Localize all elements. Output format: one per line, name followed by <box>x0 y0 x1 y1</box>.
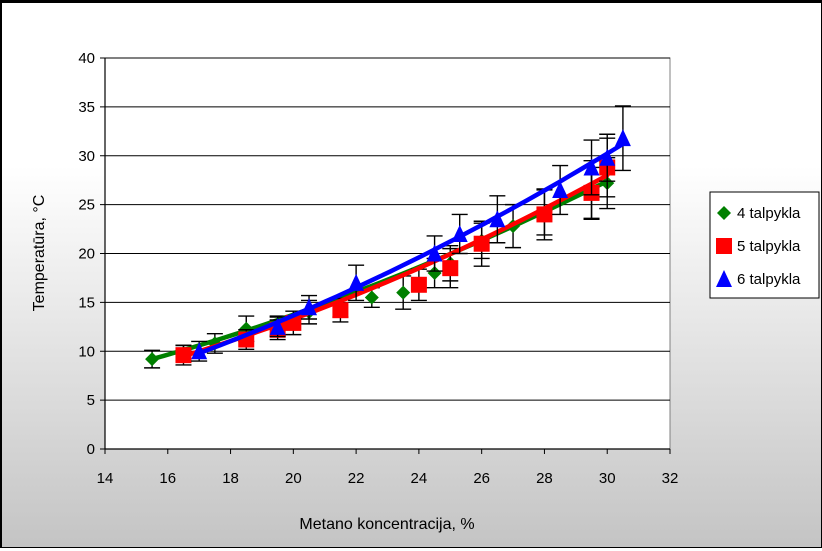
y-tick-label: 5 <box>87 392 95 409</box>
data-point <box>473 235 490 252</box>
legend-marker-1 <box>717 206 731 220</box>
data-point <box>364 290 379 305</box>
data-point <box>536 206 553 223</box>
axes: 0 5 10 15 20 25 30 35 40 14 16 18 20 22 24 26 28 30 32 <box>78 50 678 487</box>
data-point <box>426 244 443 262</box>
y-tick-label: 10 <box>78 343 95 360</box>
data-point <box>427 266 442 281</box>
series-layer <box>144 105 631 369</box>
x-tick-label: 32 <box>662 470 679 487</box>
data-point <box>145 352 160 367</box>
x-tick-label: 20 <box>285 470 302 487</box>
x-tick-label: 24 <box>411 470 428 487</box>
series-3 <box>191 105 631 362</box>
data-point <box>301 298 318 316</box>
legend-label-1: 4 talpykla <box>737 205 801 222</box>
legend-marker-2 <box>716 238 732 254</box>
data-point <box>583 158 600 176</box>
x-tick-label: 28 <box>536 470 553 487</box>
trend-line <box>196 141 626 356</box>
x-tick-label: 30 <box>599 470 616 487</box>
y-tick-label: 15 <box>78 294 95 311</box>
data-point <box>191 342 208 360</box>
x-tick-label: 26 <box>473 470 490 487</box>
y-axis-title: Temperatūra, °C <box>31 195 48 312</box>
data-point <box>599 148 616 166</box>
data-point <box>396 285 411 300</box>
x-tick-label: 14 <box>97 470 114 487</box>
y-tick-label: 25 <box>78 197 95 214</box>
y-tick-label: 40 <box>78 50 95 67</box>
data-point <box>332 302 349 319</box>
legend-marker-3 <box>716 270 732 287</box>
data-point <box>451 224 468 242</box>
y-tick-label: 0 <box>87 441 95 458</box>
chart-svg: 0 5 10 15 20 25 30 35 40 14 16 18 20 22 24 26 28 30 32 Met… <box>31 50 820 533</box>
data-point <box>489 210 506 228</box>
x-tick-label: 22 <box>348 470 365 487</box>
data-point <box>175 347 192 364</box>
data-point <box>348 273 365 291</box>
data-point <box>442 260 459 277</box>
x-tick-label: 16 <box>159 470 176 487</box>
x-tick-label: 18 <box>222 470 239 487</box>
y-tick-label: 35 <box>78 99 95 116</box>
data-point <box>410 276 427 293</box>
data-point <box>269 317 286 335</box>
x-axis-title: Metano koncentracija, % <box>299 516 474 533</box>
legend-label-2: 5 talpykla <box>737 238 801 255</box>
y-tick-label: 30 <box>78 148 95 165</box>
data-point <box>614 129 631 147</box>
data-point <box>552 180 569 198</box>
legend: 4 talpykla 5 talpykla 6 talpykla <box>709 191 820 299</box>
y-tick-label: 20 <box>78 246 95 263</box>
legend-label-3: 6 talpykla <box>737 271 801 288</box>
